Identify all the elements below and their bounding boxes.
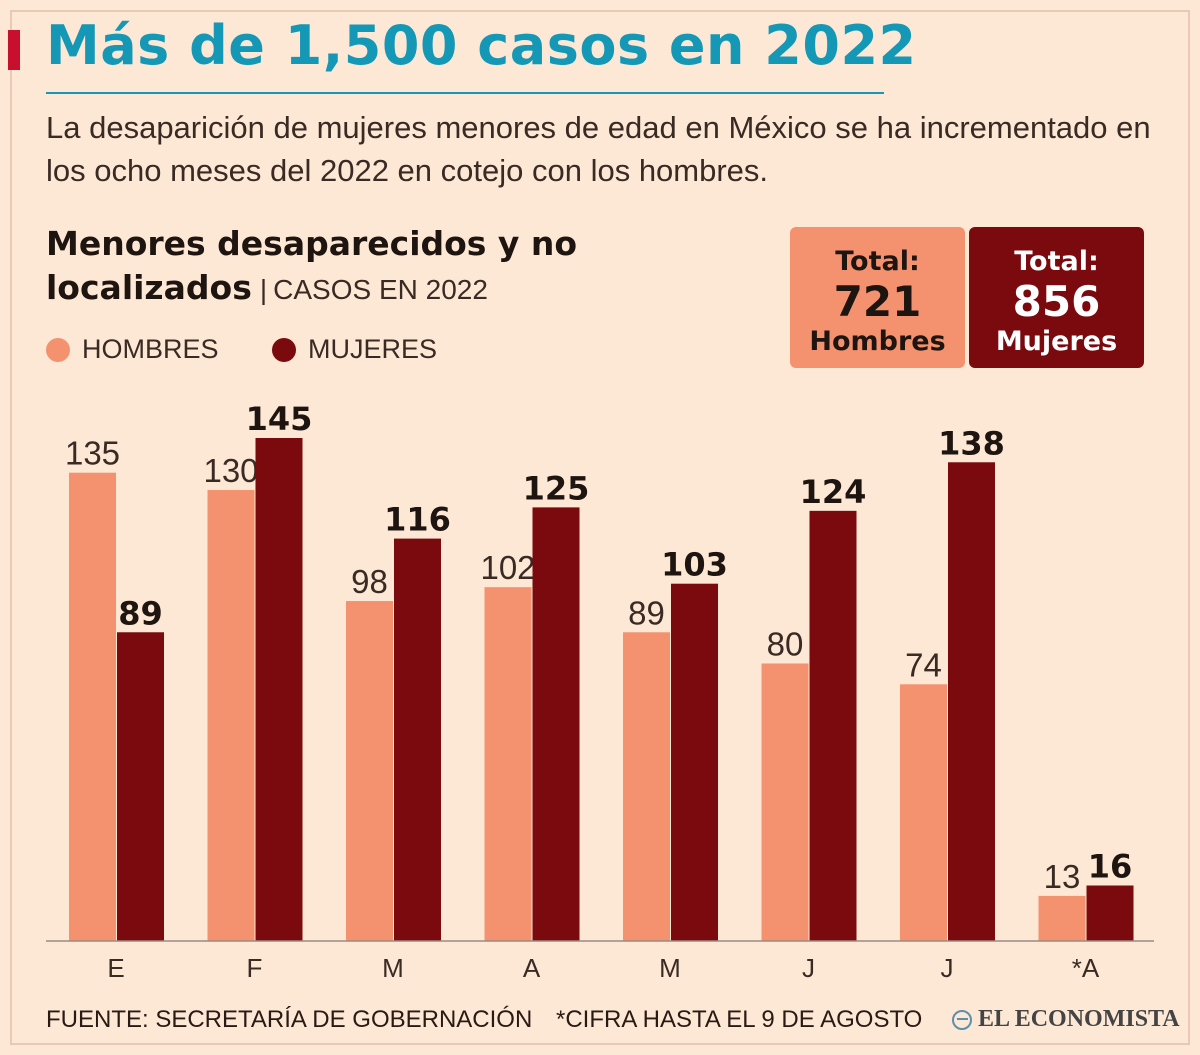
bar-men-4 [623,632,670,941]
value-label-women-6: 138 [938,424,1005,462]
value-label-men-0: 135 [65,435,120,472]
total-women-value: 856 [1012,277,1101,326]
bar-men-5 [761,663,809,941]
total-women-label: Total: [1014,246,1099,277]
legend-item-men: HOMBRES [46,334,219,365]
x-tick-label-3: A [523,953,541,983]
bar-men-2 [346,601,393,941]
legend-swatch-men [46,337,70,362]
bar-women-2 [394,538,441,941]
chart-title-block: Menores desaparecidos y no localizados | C… [46,222,626,312]
value-label-men-4: 89 [628,594,665,631]
legend-label-men: HOMBRES [82,334,219,364]
page-title: Más de 1,500 casos en 2022 [46,14,917,77]
bar-women-7 [1086,885,1134,941]
bar-women-5 [809,510,857,941]
chart-title-divider: | [259,274,268,305]
value-label-men-1: 130 [203,452,258,489]
value-label-men-6: 74 [905,646,942,683]
value-label-women-7: 16 [1088,847,1133,885]
title-accent-bar [8,30,20,70]
value-label-women-1: 145 [246,400,313,438]
x-tick-label-0: E [107,953,124,983]
legend-label-women: MUJERES [308,334,438,364]
bar-men-6 [900,684,947,941]
legend-item-women: MUJERES [272,334,437,365]
x-tick-label-4: M [659,953,681,983]
title-underline [46,92,884,94]
page-subtitle: La desaparición de mujeres menores de ed… [46,110,1151,188]
total-box-women: Total: 856 Mujeres [969,227,1144,368]
footer-note: *CIFRA HASTA EL 9 DE AGOSTO [556,1006,923,1033]
infographic-frame [10,10,1190,1045]
bar-men-7 [1038,895,1086,941]
bar-women-1 [255,438,303,941]
x-tick-label-7: *A [1072,953,1100,983]
bar-women-3 [532,507,580,941]
value-label-men-3: 102 [480,549,535,586]
value-label-women-0: 89 [118,594,163,632]
value-label-women-4: 103 [661,546,728,584]
value-label-women-3: 125 [523,469,590,507]
total-men-value: 721 [833,277,922,326]
brand-globe-icon [952,1009,972,1030]
total-box-men: Total: 721 Hombres [790,227,965,368]
value-label-men-7: 13 [1044,858,1081,895]
x-tick-label-5: J [802,953,815,983]
bar-men-0 [69,472,116,941]
chart-subtitle: CASOS EN 2022 [273,274,488,305]
chart-title: Menores desaparecidos y no localizados [46,224,578,307]
x-tick-label-6: J [941,953,954,983]
value-label-men-2: 98 [351,563,388,600]
value-label-women-2: 116 [384,501,451,539]
total-men-label: Total: [835,246,920,277]
bar-women-6 [948,462,995,941]
chart-subtitle-wrap: | CASOS EN 2022 [252,274,488,305]
footer-source: FUENTE: SECRETARÍA DE GOBERNACIÓN [46,1006,533,1033]
bar-men-3 [484,587,532,941]
total-men-caption: Hombres [809,326,946,357]
value-label-men-5: 80 [767,625,804,662]
legend-swatch-women [272,337,296,362]
brand-name: EL ECONOMISTA [978,1006,1180,1032]
bar-men-1 [207,490,255,941]
bar-women-4 [671,583,718,941]
x-tick-label-1: F [247,953,263,983]
bar-women-0 [117,632,164,941]
x-tick-label-2: M [382,953,404,983]
total-women-caption: Mujeres [995,326,1118,357]
brand-logo: EL ECONOMISTA [952,1006,1180,1033]
value-label-women-5: 124 [800,473,867,511]
